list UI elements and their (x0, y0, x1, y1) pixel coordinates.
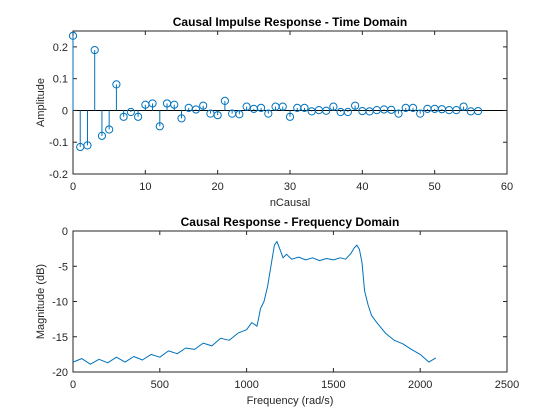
stem-marker (408, 103, 418, 113)
y-tick-label: -10 (52, 297, 68, 309)
frequency-domain-y-label: Magnitude (dB) (35, 264, 47, 339)
stem-marker (134, 112, 143, 121)
x-tick-label: 20 (212, 181, 224, 193)
stem-marker (416, 109, 425, 118)
stem-marker (351, 101, 360, 110)
stem-marker (155, 122, 164, 131)
stem-marker (112, 80, 121, 89)
stem-marker (242, 102, 251, 111)
stem-marker (148, 99, 157, 108)
y-tick-label: -0.2 (49, 169, 68, 181)
stem-marker (256, 103, 266, 113)
x-tick-label: 1000 (234, 379, 258, 391)
frequency-domain-plot (72, 241, 437, 365)
stem-marker (126, 107, 135, 117)
stem-marker (119, 112, 128, 121)
time-domain-title: Causal Impulse Response - Time Domain (173, 15, 408, 29)
time-domain-y-label: Amplitude (35, 78, 47, 127)
stem-marker (177, 114, 186, 123)
y-tick-label: 0 (62, 226, 68, 238)
y-tick-label: 0.1 (53, 74, 68, 86)
stem-marker (264, 109, 273, 118)
frequency-domain-axes-box (72, 230, 508, 373)
time-domain-panel: 0 10 20 30 40 50 60 -0.2 -0.1 0 0.1 0.2 Causal Imp… (35, 15, 513, 209)
y-tick-label: -15 (52, 332, 68, 344)
stem-marker (343, 107, 352, 117)
x-tick-label: 2500 (495, 379, 519, 391)
frequency-domain-title: Causal Response - Frequency Domain (181, 215, 400, 229)
x-tick-label: 2000 (408, 379, 432, 391)
x-tick-label: 0 (70, 379, 76, 391)
stem-marker (83, 141, 92, 150)
stem-marker (199, 101, 208, 110)
x-tick-label: 500 (151, 379, 169, 391)
stem-marker (213, 111, 222, 120)
time-domain-stems (68, 31, 483, 152)
stem-marker (387, 105, 396, 114)
stem-marker (97, 131, 107, 140)
stem-marker (220, 96, 229, 106)
magnitude-line (72, 241, 437, 365)
y-tick-label: -5 (58, 261, 68, 273)
stem-marker (300, 103, 309, 113)
x-tick-label: 1500 (321, 379, 345, 391)
frequency-domain-x-label: Frequency (rad/s) (247, 395, 334, 407)
y-tick-label: 0.2 (53, 42, 68, 54)
stem-marker (105, 125, 114, 134)
stem-marker (170, 100, 179, 109)
x-tick-label: 30 (284, 181, 296, 193)
frequency-domain-x-ticks: 0 500 1000 1500 2000 2500 (70, 231, 519, 391)
stem-marker (329, 102, 338, 111)
stem-marker (452, 106, 461, 115)
y-tick-label: 0 (62, 105, 68, 117)
time-domain-x-ticks: 0 10 20 30 40 50 60 (70, 31, 513, 193)
x-tick-label: 40 (356, 181, 368, 193)
stem-marker (459, 102, 468, 111)
time-domain-x-label: nCausal (270, 197, 310, 209)
stem-marker (473, 106, 483, 116)
frequency-domain-panel: 0 500 1000 1500 2000 2500 -20 -15 -10 -5 0 Causal… (35, 215, 519, 407)
x-tick-label: 10 (139, 181, 151, 193)
stem-marker (235, 110, 244, 119)
time-domain-axes-box (72, 30, 508, 175)
stem-marker (285, 112, 295, 121)
stem-marker (394, 109, 403, 118)
x-tick-label: 50 (429, 181, 441, 193)
x-tick-label: 0 (70, 181, 76, 193)
frequency-domain-y-ticks: -20 -15 -10 -5 0 (52, 226, 507, 379)
stem-marker (68, 31, 78, 40)
y-tick-label: -0.1 (49, 137, 68, 149)
x-tick-label: 60 (501, 181, 513, 193)
stem-marker (278, 102, 287, 111)
y-tick-label: -20 (52, 367, 68, 379)
stem-marker (191, 105, 201, 114)
stem-marker (322, 106, 331, 115)
stem-marker (90, 45, 99, 55)
time-domain-y-ticks: -0.2 -0.1 0 0.1 0.2 (49, 42, 507, 181)
